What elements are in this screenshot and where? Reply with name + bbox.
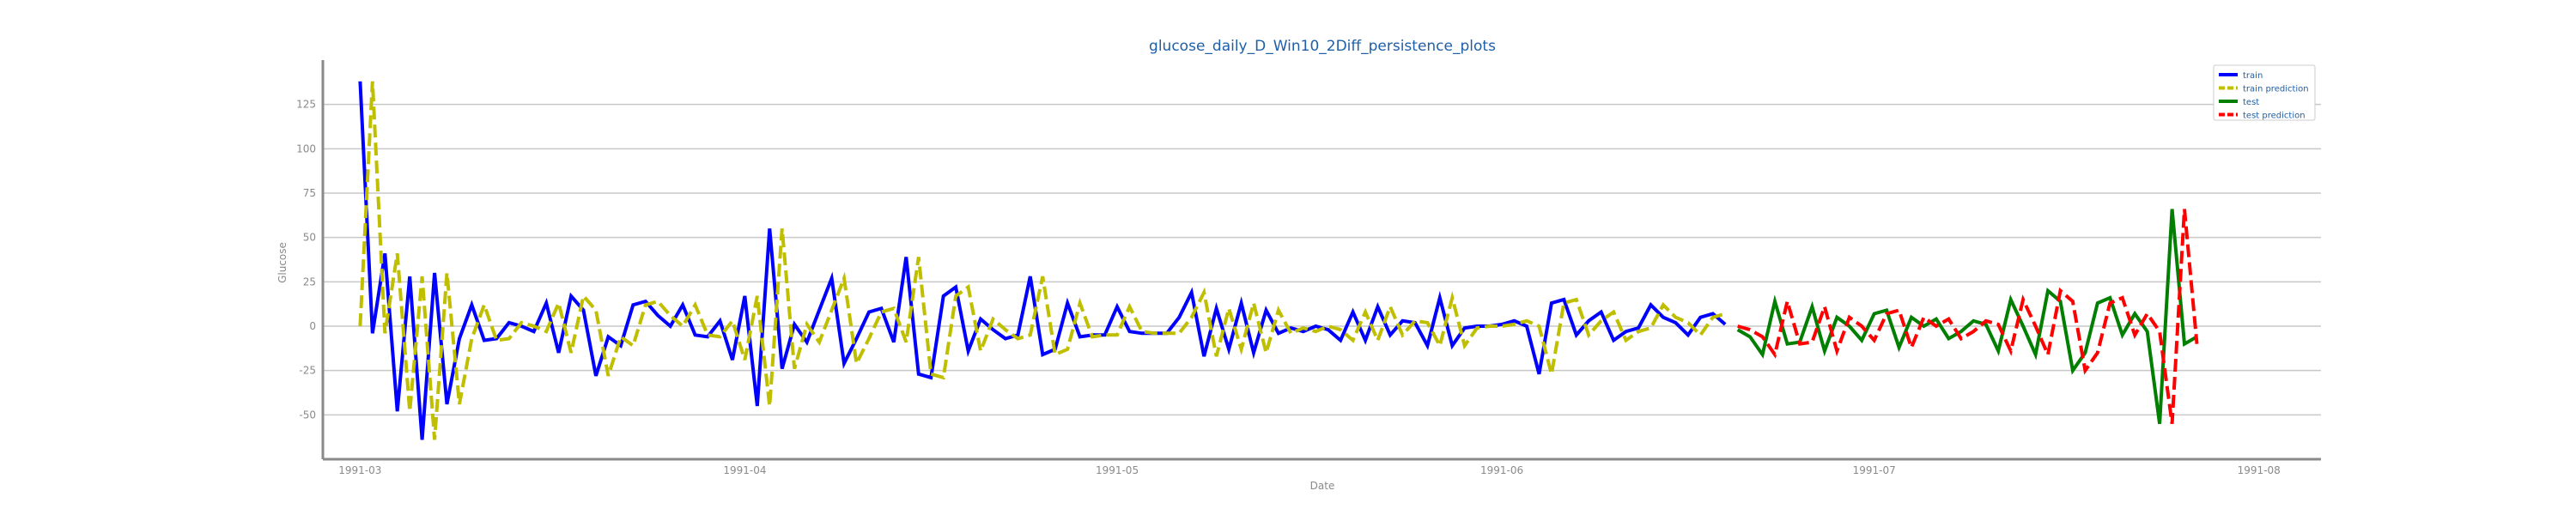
y-tick-label: 100 (296, 142, 316, 154)
y-tick-label: 75 (303, 187, 316, 199)
axes-layer (321, 60, 2321, 461)
y-tick-label: 125 (296, 99, 316, 111)
y-tick-label: -50 (299, 409, 316, 421)
series-line-test (1736, 209, 2198, 424)
y-tick-label: 0 (309, 320, 316, 332)
x-tick-label: 1991-08 (2238, 464, 2281, 476)
y-tick-label: 25 (303, 276, 316, 288)
tick-layer: -50 -25 0 25 50 75 100 125 1991-03 1991-04 1991-05… (296, 99, 2281, 476)
x-axis-label: Date (1310, 480, 1335, 492)
x-tick-label: 1991-06 (1480, 464, 1523, 476)
legend-label-test-prediction: test prediction (2243, 112, 2306, 121)
legend-label-train: train (2243, 71, 2263, 81)
legend-label-train-prediction: train prediction (2243, 85, 2309, 94)
x-tick-label: 1991-04 (723, 464, 766, 476)
series-line-train-prediction (358, 81, 1726, 440)
series-line-test-prediction (1737, 209, 2199, 424)
y-tick-label: -25 (299, 365, 316, 377)
x-tick-label: 1991-07 (1853, 464, 1896, 476)
x-tick-label: 1991-05 (1096, 464, 1139, 476)
legend-label-test: test (2243, 98, 2259, 107)
x-tick-label: 1991-03 (338, 464, 381, 476)
y-axis-label: Glucose (276, 242, 289, 283)
legend-box (2213, 64, 2316, 121)
chart-title: glucose_daily_D_Win10_2Diff_persistence_… (1149, 38, 1496, 55)
y-tick-label: 50 (303, 232, 316, 244)
grid-layer (323, 103, 2321, 416)
legend: train train prediction test test prediction (2213, 64, 2316, 121)
series-line-train (358, 81, 1727, 440)
series-layer (358, 81, 2199, 440)
